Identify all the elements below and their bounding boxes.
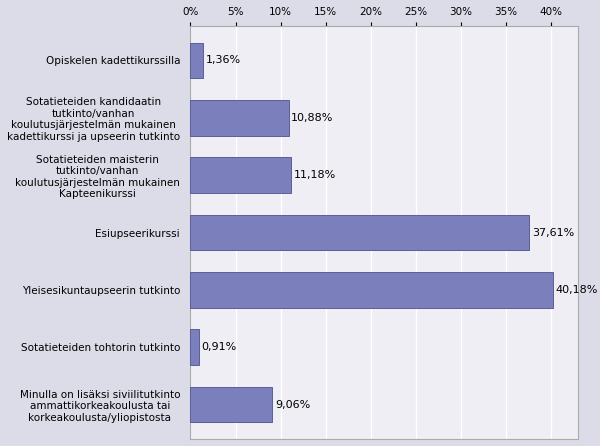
Bar — [190, 330, 199, 365]
Text: 9,06%: 9,06% — [275, 400, 310, 409]
Bar — [190, 157, 291, 193]
Bar — [190, 387, 272, 422]
Bar — [190, 43, 203, 78]
Bar — [190, 272, 553, 308]
Text: 0,91%: 0,91% — [202, 342, 236, 352]
Bar — [190, 100, 289, 136]
Text: 37,61%: 37,61% — [532, 227, 574, 238]
Bar — [190, 215, 529, 250]
Text: 1,36%: 1,36% — [205, 55, 241, 66]
Text: 40,18%: 40,18% — [555, 285, 598, 295]
Text: 11,18%: 11,18% — [294, 170, 336, 180]
Text: 10,88%: 10,88% — [291, 113, 334, 123]
